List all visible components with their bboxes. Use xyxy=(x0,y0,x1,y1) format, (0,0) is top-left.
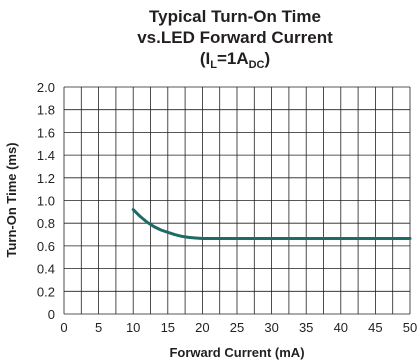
y-tick-label: 0.2 xyxy=(37,284,55,299)
chart-subtitle: vs.LED Forward Current xyxy=(137,28,333,47)
y-axis-label: Turn-On Time (ms) xyxy=(4,142,19,257)
chart-condition: (IL=1ADC) xyxy=(60,48,410,72)
y-tick-label: 1.4 xyxy=(37,148,55,163)
y-tick-label: 2.0 xyxy=(37,80,55,95)
x-tick-label: 0 xyxy=(60,320,67,335)
y-tick-label: 0 xyxy=(48,307,55,322)
x-tick-label: 45 xyxy=(368,320,382,335)
x-tick-label: 5 xyxy=(95,320,102,335)
y-tick-label: 0.4 xyxy=(37,262,55,277)
x-tick-label: 50 xyxy=(403,320,417,335)
x-tick-label: 25 xyxy=(230,320,244,335)
x-tick-label: 40 xyxy=(334,320,348,335)
y-tick-label: 1.8 xyxy=(37,103,55,118)
tick-layer: 0 5 10 15 20 25 30 35 40 45 50 0 0.2 0.4 0.6 0.8 1.0 1.2 1… xyxy=(37,80,417,335)
chart-title-block: Typical Turn-On Time vs.LED Forward Curr… xyxy=(60,6,410,72)
x-tick-label: 15 xyxy=(161,320,175,335)
x-axis-label: Forward Current (mA) xyxy=(169,345,304,360)
y-tick-label: 1.6 xyxy=(37,125,55,140)
y-tick-label: 0.8 xyxy=(37,216,55,231)
condition-mid: =1A xyxy=(216,49,249,68)
x-tick-label: 30 xyxy=(264,320,278,335)
y-tick-label: 1.0 xyxy=(37,194,55,209)
x-tick-label: 10 xyxy=(126,320,140,335)
x-tick-label: 20 xyxy=(195,320,209,335)
grid-layer xyxy=(63,86,411,315)
condition-suffix: ) xyxy=(264,49,271,68)
x-tick-label: 35 xyxy=(299,320,313,335)
condition-sub-dc: DC xyxy=(248,59,265,71)
y-tick-label: 1.2 xyxy=(37,171,55,186)
chart-title: Typical Turn-On Time xyxy=(149,7,321,26)
y-tick-label: 0.6 xyxy=(37,239,55,254)
series-layer xyxy=(131,208,412,240)
series-line xyxy=(131,208,412,240)
condition-sub-l: L xyxy=(210,59,217,71)
condition-prefix: (I xyxy=(199,49,211,68)
